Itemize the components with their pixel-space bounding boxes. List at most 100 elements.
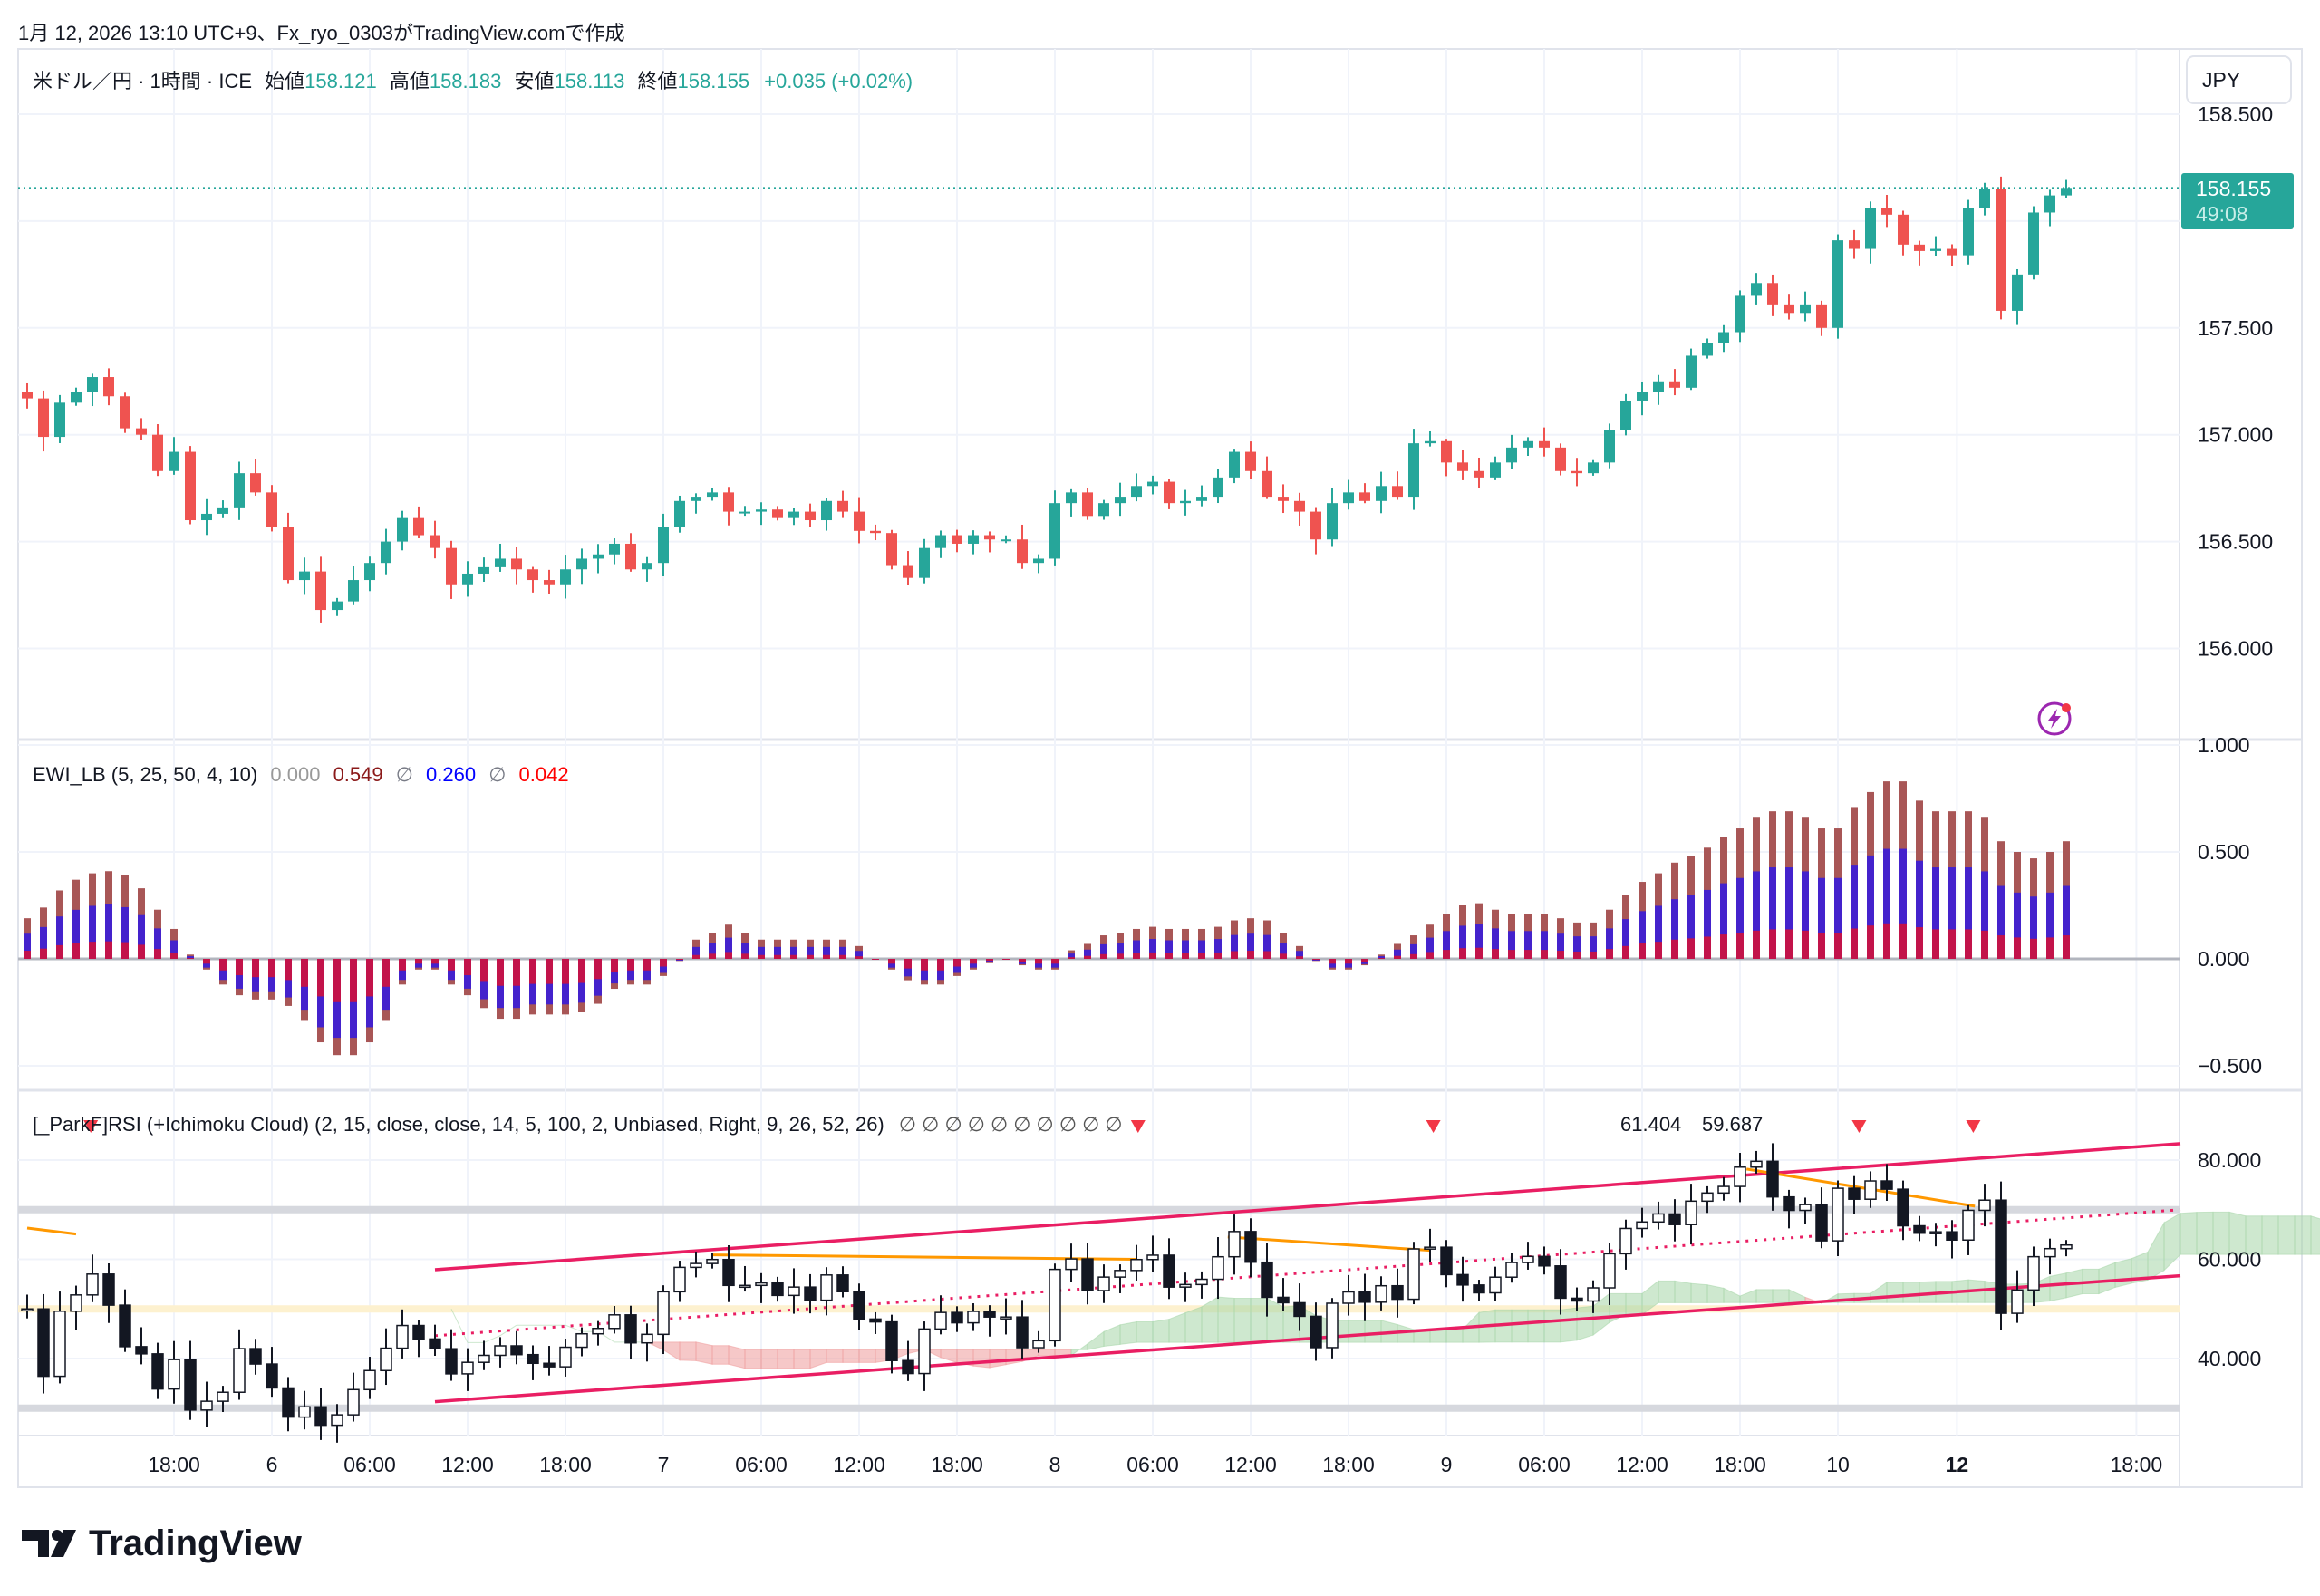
rsi-band-50 [18, 1305, 2180, 1313]
rsi-candle-body [1130, 1259, 1143, 1272]
axes: 18:00 6 06:00 12:00 18:00 7 06:00 12:00 18:00 8 06… [148, 102, 2273, 1476]
ichimoku-cloud-segment [1168, 1311, 1186, 1343]
ewi-bar-blue [121, 906, 129, 959]
rsi-candle-body [1929, 1231, 1942, 1234]
ewi-bar-blue [1296, 951, 1303, 959]
ewi-bar-blue [154, 928, 161, 959]
ewi-bar-red [464, 959, 471, 976]
ewi-pane[interactable] [18, 781, 2180, 1056]
ewi-bar-blue [1394, 949, 1401, 959]
candle-body [1702, 343, 1713, 356]
candle-body [691, 497, 701, 501]
rsi-candle-body [885, 1320, 898, 1361]
ewi-bar-red [1573, 951, 1580, 959]
rsi-candle-body [2044, 1247, 2056, 1258]
ichimoku-cloud-segment [1739, 1289, 1757, 1303]
ewi-bar-red [758, 954, 765, 959]
rsi-candle-body [1587, 1287, 1600, 1302]
candle-body [1441, 440, 1452, 463]
ichimoku-cloud-segment [826, 1349, 844, 1363]
candle-body [1213, 477, 1223, 498]
currency-button[interactable]: JPY [2186, 55, 2292, 104]
ewi-bar-red [170, 953, 178, 959]
ichimoku-cloud-segment [1886, 1282, 1904, 1303]
ichimoku-cloud-segment [1233, 1297, 1252, 1343]
rsi-candle-body [21, 1308, 34, 1311]
candle-body [1555, 447, 1566, 471]
rsi-candle-body [1554, 1265, 1567, 1300]
candle-body [674, 500, 685, 527]
ewi-bar-red [399, 959, 406, 971]
low-label: 安値 [514, 70, 554, 92]
time-axis-label: 18:00 [1322, 1453, 1375, 1476]
candle-body [527, 569, 538, 581]
rsi-pane[interactable] [18, 1120, 2320, 1443]
rsi-candle-body [119, 1304, 131, 1348]
ewi-bar-blue [1900, 848, 1907, 959]
ichimoku-cloud-segment [940, 1349, 958, 1364]
rsi-candle-body [1358, 1291, 1371, 1303]
ewi-bar-red [138, 944, 145, 959]
logo-mark-icon [22, 1530, 49, 1557]
tradingview-logo[interactable]: TradingView [22, 1523, 303, 1563]
ichimoku-cloud-segment [1201, 1296, 1219, 1343]
candle-body [1066, 492, 1077, 504]
ewi-bar-red [2014, 937, 2021, 959]
ewi-bar-red [1149, 952, 1156, 959]
rsi-candle-body [1603, 1253, 1616, 1289]
ichimoku-cloud-segment [777, 1349, 795, 1369]
rsi-candle-body [934, 1311, 947, 1330]
candle-body [854, 511, 865, 531]
candle-body [1898, 214, 1909, 245]
ewi-bar-red [1736, 933, 1744, 959]
ichimoku-cloud-segment [1576, 1305, 1594, 1341]
rsi-candle-body [1407, 1248, 1420, 1301]
ewi-bar-blue [1655, 905, 1662, 959]
currency-button-label[interactable]: JPY [2202, 68, 2240, 92]
ewi-bar-red [774, 954, 781, 959]
rsi-candle-body [527, 1353, 539, 1365]
rsi-candle-body [53, 1311, 66, 1378]
rsi-candle-body [1962, 1209, 1975, 1241]
ewi-bar-blue [2046, 892, 2054, 959]
currency-button-box[interactable] [2186, 55, 2292, 104]
ichimoku-cloud-segment [760, 1349, 778, 1369]
candle-body [609, 543, 620, 555]
ewi-bar-red [1002, 959, 1010, 960]
rsi-candle-body [1864, 1180, 1877, 1200]
rsi-candle-body [543, 1362, 556, 1368]
symbol-label: 米ドル／円 · 1時間 · ICE [33, 70, 252, 92]
rsi-axis-label: 80.000 [2198, 1148, 2261, 1172]
rsi-candle-body [1848, 1187, 1861, 1200]
rsi-axis-label: 40.000 [2198, 1347, 2261, 1370]
rsi-candle-body [820, 1274, 833, 1301]
rsi-candle-body [1114, 1270, 1126, 1278]
ichimoku-cloud-segment [1723, 1287, 1741, 1303]
ewi-bar-red [1948, 929, 1956, 959]
candle-body [1865, 208, 1876, 249]
main-price-pane[interactable] [18, 176, 2180, 623]
rsi-candle-body [282, 1387, 295, 1418]
ewi-bar-red [497, 959, 504, 986]
ewi-bar-red [921, 959, 928, 971]
created-by-caption: 1月 12, 2026 13:10 UTC+9、Fx_ryo_0303がTrad… [18, 22, 625, 44]
candle-body [266, 492, 277, 527]
change-value: +0.035 (+0.02%) [764, 70, 913, 92]
lightning-alert-icon[interactable] [2037, 701, 2072, 736]
ewi-bar-red [40, 948, 47, 959]
ichimoku-cloud-segment [2180, 1212, 2198, 1255]
logo-text: TradingView [89, 1523, 303, 1563]
rsi-candle-body [1179, 1283, 1192, 1288]
ewi-bar-blue [170, 940, 178, 959]
ewi-bar-red [121, 942, 129, 959]
rsi-candle-body [1783, 1195, 1795, 1212]
ichimoku-cloud-segment [2049, 1272, 2067, 1302]
time-axis-label: 12 [1946, 1453, 1969, 1476]
candle-body [1735, 295, 1745, 333]
rsi-candle-body [1897, 1188, 1909, 1227]
time-axis-label: 06:00 [735, 1453, 788, 1476]
ichimoku-cloud-segment [2163, 1212, 2181, 1272]
ichimoku-cloud-segment [1184, 1306, 1203, 1343]
ichimoku-cloud-segment [1364, 1320, 1382, 1343]
